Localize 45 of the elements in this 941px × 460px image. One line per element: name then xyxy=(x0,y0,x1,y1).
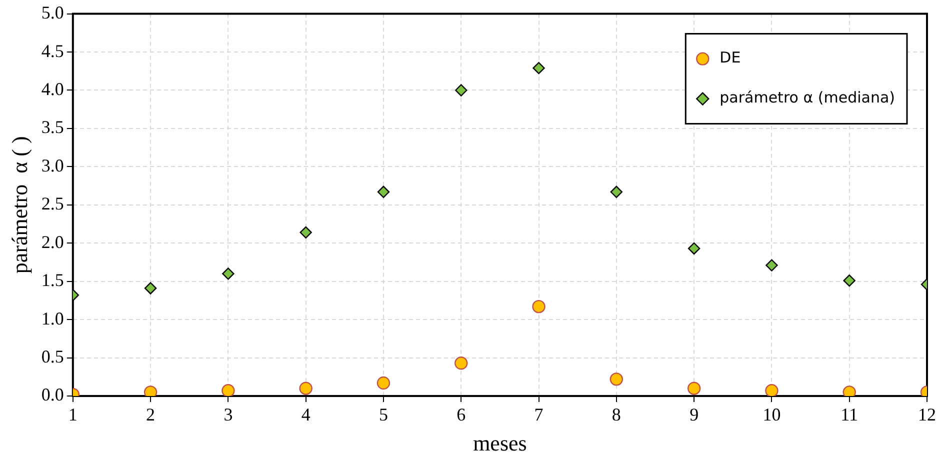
y-tick-label: 0.0 xyxy=(41,384,64,405)
x-tick-label: 8 xyxy=(612,404,621,425)
y-tick-label: 4.5 xyxy=(41,40,64,61)
y-tick-label: 1.0 xyxy=(41,308,64,328)
x-tick-label: 2 xyxy=(146,404,156,425)
y-tick-label: 5.0 xyxy=(41,2,64,23)
point xyxy=(532,62,545,74)
x-tick-label: 3 xyxy=(224,404,233,425)
y-tick-label: 4.0 xyxy=(41,78,64,99)
point xyxy=(532,300,546,314)
point xyxy=(688,242,700,255)
point xyxy=(765,384,778,396)
point xyxy=(843,274,856,287)
y-axis-title: parámetro α ( ) xyxy=(6,136,32,274)
x-tick-label: 7 xyxy=(534,404,544,425)
point xyxy=(610,372,624,386)
point xyxy=(222,384,235,396)
point xyxy=(222,268,234,280)
y-tick-label: 2.0 xyxy=(41,232,64,252)
x-axis-title: meses xyxy=(473,430,527,456)
legend-label: DE xyxy=(720,48,741,67)
point xyxy=(687,382,701,395)
x-tick-label: 9 xyxy=(690,404,699,425)
y-tick-label: 0.5 xyxy=(41,346,64,367)
x-tick-label: 5 xyxy=(378,404,388,425)
y-tick-label: 2.5 xyxy=(41,194,64,214)
legend-label: parámetro α (mediana) xyxy=(720,88,896,107)
x-tick-label: 12 xyxy=(918,404,936,425)
point xyxy=(454,356,468,370)
y-tick-label: 3.0 xyxy=(41,155,64,176)
point xyxy=(377,186,390,198)
point xyxy=(299,382,312,395)
y-tick-label: 1.5 xyxy=(41,270,64,290)
y-tick-label: 3.5 xyxy=(41,117,64,138)
point xyxy=(766,259,778,272)
x-tick-label: 4 xyxy=(301,404,310,425)
x-tick-label: 1 xyxy=(68,404,78,425)
x-tick-label: 6 xyxy=(456,404,466,425)
point xyxy=(610,186,623,198)
point xyxy=(300,226,312,239)
x-tick-label: 11 xyxy=(840,404,858,425)
x-tick-label: 10 xyxy=(762,404,781,425)
point xyxy=(455,84,468,96)
point xyxy=(144,282,157,294)
point xyxy=(376,376,390,390)
